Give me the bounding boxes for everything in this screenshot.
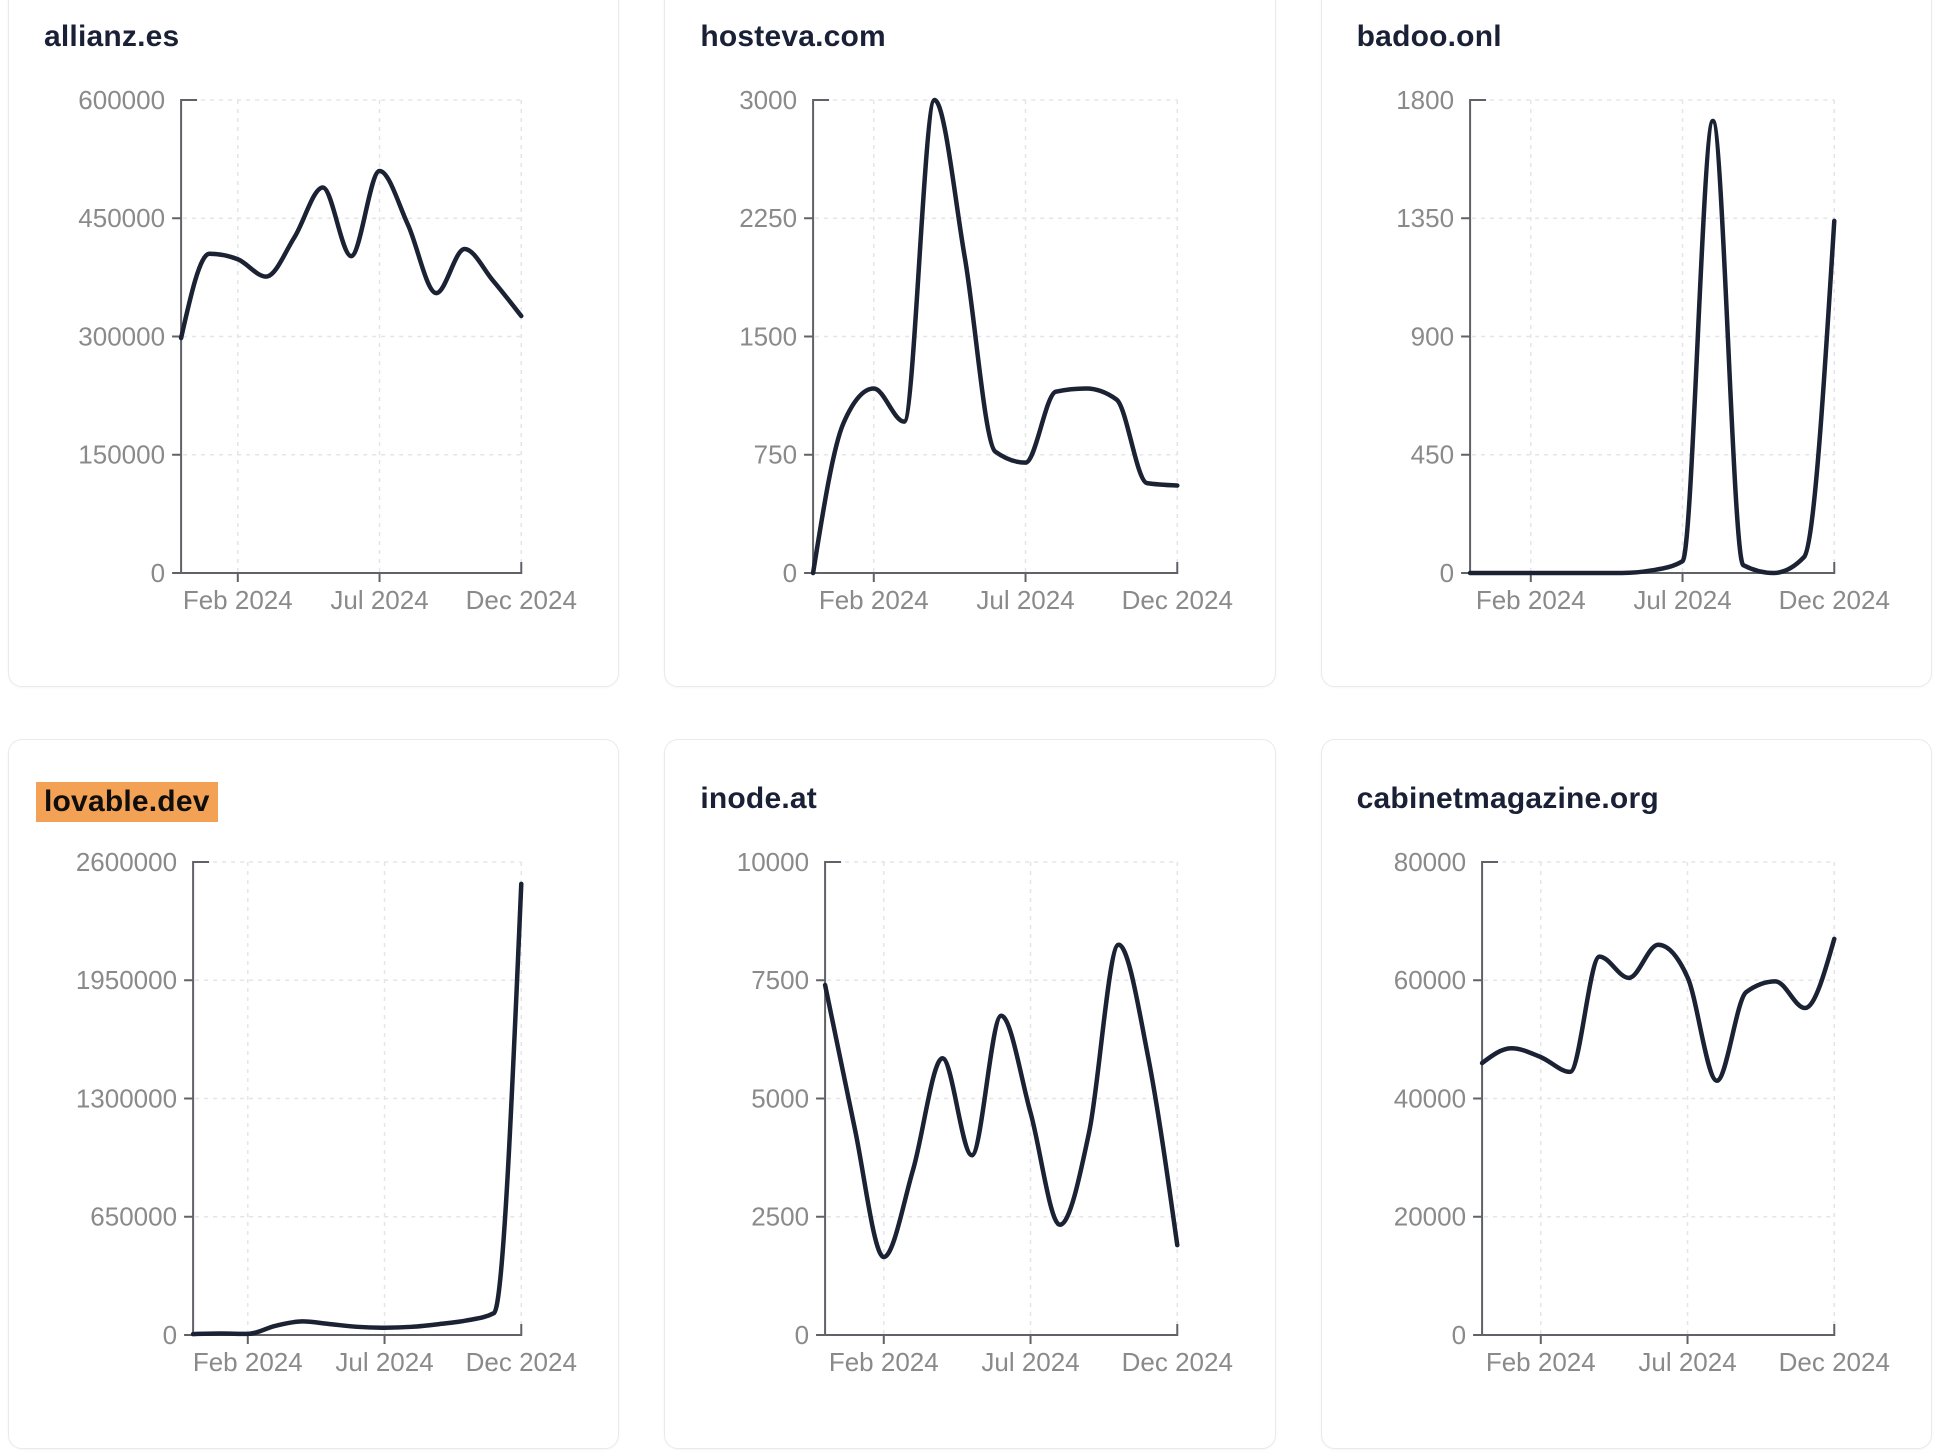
y-tick-label: 0 — [1439, 558, 1453, 588]
x-axis — [181, 562, 523, 574]
x-tick-label: Jul 2024 — [982, 1347, 1080, 1377]
x-tick-label: Jul 2024 — [977, 585, 1075, 615]
x-tick-label: Feb 2024 — [1485, 1347, 1595, 1377]
y-tick-label: 40000 — [1393, 1084, 1465, 1114]
chart-title: cabinetmagazine.org — [1357, 782, 1659, 816]
line-chart-svg: 0 150000 300000 450000 600000 Feb 2024 Jul 202… — [78, 85, 577, 615]
x-tick-label: Feb 2024 — [1475, 585, 1585, 615]
y-tick-label: 150000 — [78, 440, 165, 470]
y-tick-label: 20000 — [1393, 1202, 1465, 1232]
line-chart-svg: 0 750 1500 2250 3000 Feb 2024 Jul 2024 Dec 2024 — [740, 85, 1234, 615]
y-tick-label: 10000 — [737, 847, 809, 877]
y-tick-label: 450 — [1410, 440, 1453, 470]
domain-name-label: inode.at — [700, 782, 817, 815]
domain-name-label: allianz.es — [44, 20, 180, 53]
y-tick-label: 5000 — [752, 1084, 810, 1114]
y-tick-label: 0 — [1451, 1320, 1465, 1350]
x-tick-label: Jul 2024 — [330, 585, 428, 615]
series-line — [1479, 936, 1837, 1084]
x-tick-label: Jul 2024 — [1633, 585, 1731, 615]
domain-name-label: cabinetmagazine.org — [1356, 782, 1659, 815]
chart-title: lovable.dev — [36, 782, 218, 822]
line-chart-svg: 0 2500 5000 7500 10000 Feb 2024 Jul 2024 Dec 20… — [737, 847, 1233, 1377]
x-tick-label: Feb 2024 — [193, 1347, 303, 1377]
y-tick-label: 60000 — [1393, 965, 1465, 995]
y-tick-label: 2500 — [752, 1202, 810, 1232]
x-tick-label: Dec 2024 — [1122, 1347, 1233, 1377]
chart-card-lovable-dev: lovable.dev 0 650000 1300000 1950000 2600000… — [8, 739, 620, 1449]
chart-title: inode.at — [700, 782, 817, 816]
x-tick-label: Feb 2024 — [819, 585, 929, 615]
y-tick-label: 300000 — [78, 322, 165, 352]
y-tick-label: 0 — [151, 558, 165, 588]
x-tick-label: Dec 2024 — [466, 1347, 577, 1377]
series-line — [190, 881, 524, 1337]
chart-title: hosteva.com — [700, 20, 886, 54]
y-tick-label: 650000 — [90, 1202, 177, 1232]
x-tick-label: Dec 2024 — [1778, 1347, 1889, 1377]
y-tick-label: 2600000 — [76, 847, 177, 877]
y-axis — [1480, 861, 1498, 1335]
y-axis — [824, 861, 842, 1335]
y-tick-label: 0 — [795, 1320, 809, 1350]
x-tick-label: Dec 2024 — [1122, 585, 1233, 615]
chart-card-inode-at: inode.at 0 2500 5000 7500 10000 Feb 2024 Jul 2… — [664, 739, 1276, 1449]
x-axis — [193, 1324, 523, 1336]
domain-name-label: badoo.onl — [1356, 20, 1502, 53]
y-tick-label: 0 — [783, 558, 797, 588]
y-tick-label: 750 — [754, 440, 797, 470]
y-tick-label: 7500 — [752, 965, 810, 995]
y-axis — [192, 861, 210, 1335]
x-tick-label: Feb 2024 — [829, 1347, 939, 1377]
series-line — [811, 97, 1180, 576]
x-axis — [1481, 1324, 1835, 1336]
y-tick-label: 900 — [1410, 322, 1453, 352]
line-chart-svg: 0 450 900 1350 1800 Feb 2024 Jul 2024 Dec 2024 — [1396, 85, 1890, 615]
series-line — [1467, 118, 1837, 576]
y-axis — [812, 99, 830, 573]
y-tick-label: 600000 — [78, 85, 165, 115]
y-axis — [180, 99, 198, 573]
x-tick-label: Jul 2024 — [1638, 1347, 1736, 1377]
x-axis — [825, 1324, 1179, 1336]
y-tick-label: 2250 — [740, 203, 798, 233]
y-tick-label: 80000 — [1393, 847, 1465, 877]
chart-title: allianz.es — [44, 20, 179, 54]
x-tick-label: Dec 2024 — [1778, 585, 1889, 615]
x-tick-label: Feb 2024 — [183, 585, 293, 615]
domain-name-label-highlighted: lovable.dev — [36, 782, 218, 822]
y-tick-label: 0 — [163, 1320, 177, 1350]
chart-card-allianz-es: allianz.es 0 150000 300000 450000 600000 Feb … — [8, 0, 620, 687]
line-chart-svg: 0 20000 40000 60000 80000 Feb 2024 Jul 2024 Dec… — [1393, 847, 1889, 1377]
x-tick-label: Jul 2024 — [335, 1347, 433, 1377]
domain-name-label: hosteva.com — [700, 20, 886, 53]
chart-card-badoo-onl: badoo.onl 0 450 900 1350 1800 Feb 2024 Jul 202… — [1320, 0, 1932, 687]
y-tick-label: 1500 — [740, 322, 798, 352]
chart-card-cabinetmagazine-org: cabinetmagazine.org 0 20000 40000 60000 8000… — [1320, 739, 1932, 1449]
y-tick-label: 3000 — [740, 85, 798, 115]
x-tick-label: Dec 2024 — [466, 585, 577, 615]
series-line — [178, 168, 524, 341]
y-axis — [1468, 99, 1486, 573]
y-tick-label: 1300000 — [76, 1084, 177, 1114]
chart-title: badoo.onl — [1357, 20, 1502, 54]
chart-card-hosteva-com: hosteva.com 0 750 1500 2250 3000 Feb 2024 Jul … — [664, 0, 1276, 687]
y-tick-label: 1350 — [1396, 203, 1454, 233]
y-tick-label: 1800 — [1396, 85, 1454, 115]
series-line — [823, 942, 1180, 1260]
x-axis — [813, 562, 1179, 574]
line-chart-svg: 0 650000 1300000 1950000 2600000 Feb 2024 Jul … — [76, 847, 577, 1377]
y-tick-label: 1950000 — [76, 965, 177, 995]
y-tick-label: 450000 — [78, 203, 165, 233]
